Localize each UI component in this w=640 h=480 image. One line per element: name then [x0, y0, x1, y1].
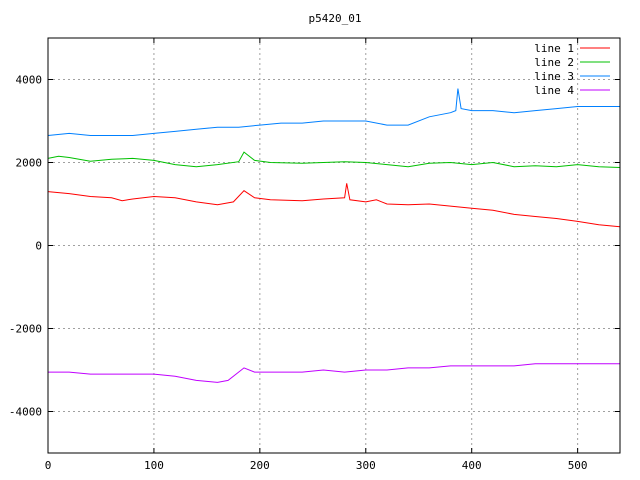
x-tick-label: 400 — [462, 459, 482, 472]
series-line-4 — [48, 363, 620, 383]
y-tick-label: 0 — [35, 240, 42, 253]
series-line-2 — [47, 151, 621, 168]
tick-labels: 0 100 200 300 400 500 -4000 -2000 0 2000 4000 — [9, 38, 620, 472]
y-tick-label: -4000 — [9, 406, 42, 419]
series-line-1 — [47, 183, 621, 228]
series-group — [47, 88, 621, 383]
y-tick-label: -2000 — [9, 323, 42, 336]
x-tick-label: 300 — [356, 459, 376, 472]
legend-label-3: line 3 — [534, 70, 574, 83]
series-line-3 — [47, 88, 620, 136]
chart-title: p5420_01 — [309, 12, 362, 25]
grid — [48, 38, 620, 453]
legend-label-1: line 1 — [534, 42, 574, 55]
legend-label-2: line 2 — [534, 56, 574, 69]
x-tick-label: 100 — [144, 459, 164, 472]
y-tick-label: 2000 — [16, 157, 43, 170]
x-tick-label: 500 — [568, 459, 588, 472]
legend-label-4: line 4 — [534, 84, 574, 97]
x-tick-label: 200 — [250, 459, 270, 472]
x-tick-label: 0 — [45, 459, 52, 472]
y-tick-label: 4000 — [16, 74, 43, 87]
